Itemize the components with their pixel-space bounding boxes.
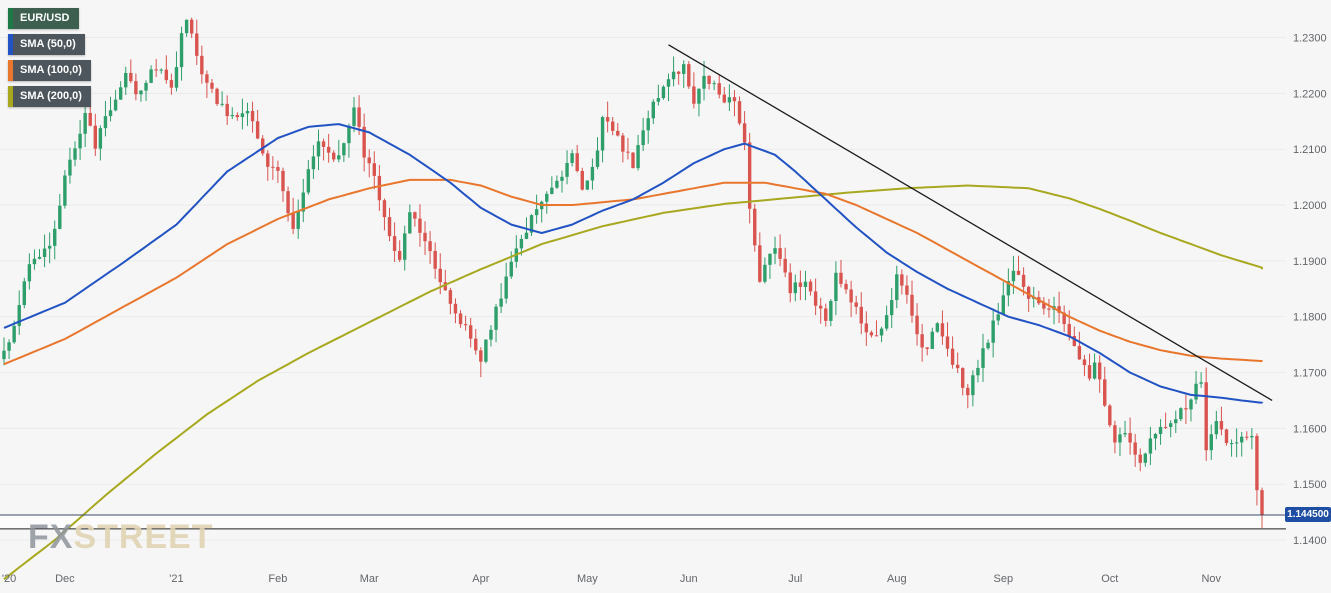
- price-band: [0, 514, 1286, 529]
- svg-text:1.1700: 1.1700: [1293, 368, 1327, 380]
- svg-text:Mar: Mar: [360, 573, 379, 585]
- svg-text:1.1500: 1.1500: [1293, 479, 1327, 491]
- sma50-label: SMA (50,0): [20, 38, 76, 50]
- svg-text:1.1900: 1.1900: [1293, 256, 1327, 268]
- descending-trendline: [668, 44, 1273, 402]
- sma-200-0-line: [3, 184, 1263, 580]
- sma50-accent-bar: [8, 34, 13, 55]
- candles-layer: [2, 17, 1264, 528]
- legend-item-sma100[interactable]: SMA (100,0): [8, 60, 91, 81]
- svg-text:Apr: Apr: [472, 573, 489, 585]
- svg-text:Jul: Jul: [788, 573, 802, 585]
- svg-text:May: May: [577, 573, 598, 585]
- last-price-badge: 1.144500: [1285, 507, 1331, 522]
- svg-text:Oct: Oct: [1101, 573, 1118, 585]
- svg-text:Aug: Aug: [887, 573, 907, 585]
- sma200-accent-bar: [8, 86, 13, 107]
- sma-50-0-line: [3, 123, 1263, 404]
- pair-label: EUR/USD: [20, 12, 70, 24]
- sma100-label: SMA (100,0): [20, 64, 82, 76]
- x-axis-labels: '20 Dec '21 Feb Mar Apr May Jun Jul Aug Sep Oct Nov: [2, 573, 1222, 585]
- svg-text:'20: '20: [2, 573, 16, 585]
- legend-item-pair[interactable]: EUR/USD: [8, 8, 79, 29]
- svg-text:'21: '21: [169, 573, 183, 585]
- watermark-street: STREET: [73, 518, 214, 556]
- price-gridlines: [0, 37, 1286, 541]
- svg-text:Dec: Dec: [55, 573, 75, 585]
- sma100-accent-bar: [8, 60, 13, 81]
- sma200-label: SMA (200,0): [20, 90, 82, 102]
- y-axis-labels: 1.2300 1.2200 1.2100 1.2000 1.1900 1.1800 1.17…: [1293, 33, 1327, 548]
- horizontal-price-lines: [0, 514, 1286, 530]
- fxstreet-watermark: FXSTREET: [28, 518, 214, 557]
- svg-text:1.2000: 1.2000: [1293, 200, 1327, 212]
- svg-text:1.1600: 1.1600: [1293, 423, 1327, 435]
- svg-text:Nov: Nov: [1201, 573, 1221, 585]
- svg-text:1.1400: 1.1400: [1293, 535, 1327, 547]
- legend-item-sma200[interactable]: SMA (200,0): [8, 86, 91, 107]
- watermark-fx: FX: [28, 518, 74, 556]
- svg-text:1.2200: 1.2200: [1293, 88, 1327, 100]
- svg-text:Jun: Jun: [680, 573, 698, 585]
- svg-text:1.1800: 1.1800: [1293, 312, 1327, 324]
- svg-text:Sep: Sep: [994, 573, 1014, 585]
- svg-text:1.2300: 1.2300: [1293, 33, 1327, 45]
- chart-legend: EUR/USD SMA (50,0) SMA (100,0) SMA (200,…: [8, 8, 91, 107]
- svg-text:Feb: Feb: [268, 573, 287, 585]
- legend-item-sma50[interactable]: SMA (50,0): [8, 34, 85, 55]
- pair-accent-bar: [8, 8, 13, 29]
- svg-text:1.2100: 1.2100: [1293, 144, 1327, 156]
